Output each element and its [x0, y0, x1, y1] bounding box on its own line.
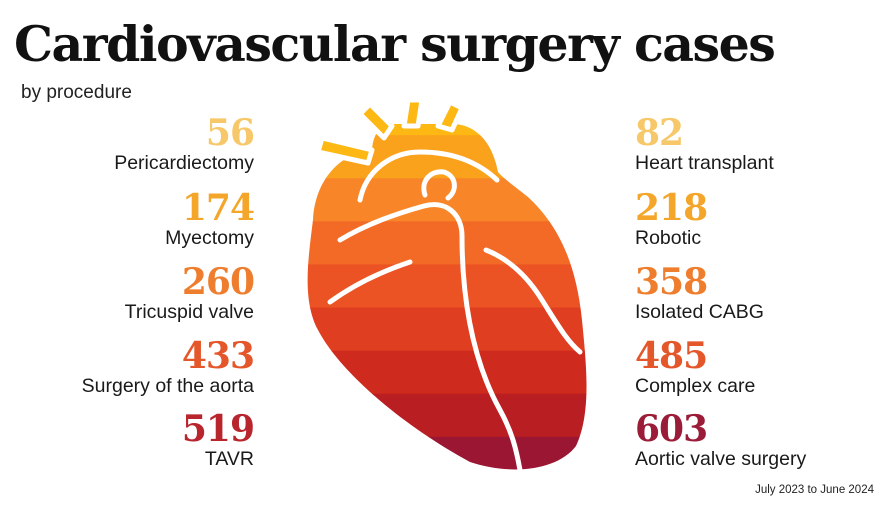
label-isolated-cabg: Isolated CABG [635, 301, 764, 323]
label-tavr: TAVR [204, 448, 254, 470]
stat-tavr: 519 TAVR [14, 408, 255, 471]
label-complex-care: Complex care [635, 375, 756, 397]
value-aortic-valve-surgery: 603 [635, 408, 708, 450]
value-tricuspid-valve: 260 [181, 261, 255, 303]
stat-heart-transplant: 82 Heart transplant [635, 114, 875, 175]
value-isolated-cabg: 358 [635, 261, 708, 303]
label-robotic: Robotic [635, 227, 702, 249]
chart-title: Cardiovascular surgery cases [14, 15, 776, 73]
value-heart-transplant: 82 [635, 112, 684, 154]
stat-myectomy: 174 Myectomy [14, 187, 255, 250]
value-pericardiectomy: 56 [205, 112, 255, 154]
heart-band-6 [307, 307, 587, 352]
label-tricuspid-valve: Tricuspid valve [124, 301, 254, 323]
value-surgery-of-the-aorta: 433 [181, 335, 255, 377]
stat-pericardiectomy: 56 Pericardiectomy [14, 112, 255, 175]
label-heart-transplant: Heart transplant [635, 152, 774, 174]
heart-band-4 [307, 221, 587, 266]
heart-contour-lines [327, 149, 583, 472]
value-myectomy: 174 [181, 187, 255, 229]
chart-subtitle: by procedure [21, 82, 132, 103]
label-pericardiectomy: Pericardiectomy [114, 152, 254, 174]
label-aortic-valve-surgery: Aortic valve surgery [635, 448, 807, 470]
stat-tricuspid-valve: 260 Tricuspid valve [14, 261, 255, 324]
date-range-footnote: July 2023 to June 2024 [755, 484, 874, 496]
value-robotic: 218 [635, 187, 708, 229]
stat-surgery-of-the-aorta: 433 Surgery of the aorta [14, 335, 255, 398]
stat-robotic: 218 Robotic [635, 189, 875, 250]
label-surgery-of-the-aorta: Surgery of the aorta [81, 375, 254, 397]
stat-complex-care: 485 Complex care [635, 337, 875, 398]
heart-illustration [307, 97, 587, 472]
stat-isolated-cabg: 358 Isolated CABG [635, 263, 875, 324]
value-tavr: 519 [181, 408, 255, 450]
heart-band-5 [307, 264, 587, 309]
heart-band-8 [307, 393, 587, 438]
aorta-branches [315, 97, 465, 166]
value-complex-care: 485 [635, 335, 708, 377]
label-myectomy: Myectomy [165, 227, 254, 249]
heart-band-3 [307, 178, 587, 223]
heart-band-9 [307, 436, 587, 470]
stat-aortic-valve-surgery: 603 Aortic valve surgery [635, 410, 875, 471]
heart-band-7 [307, 350, 587, 395]
